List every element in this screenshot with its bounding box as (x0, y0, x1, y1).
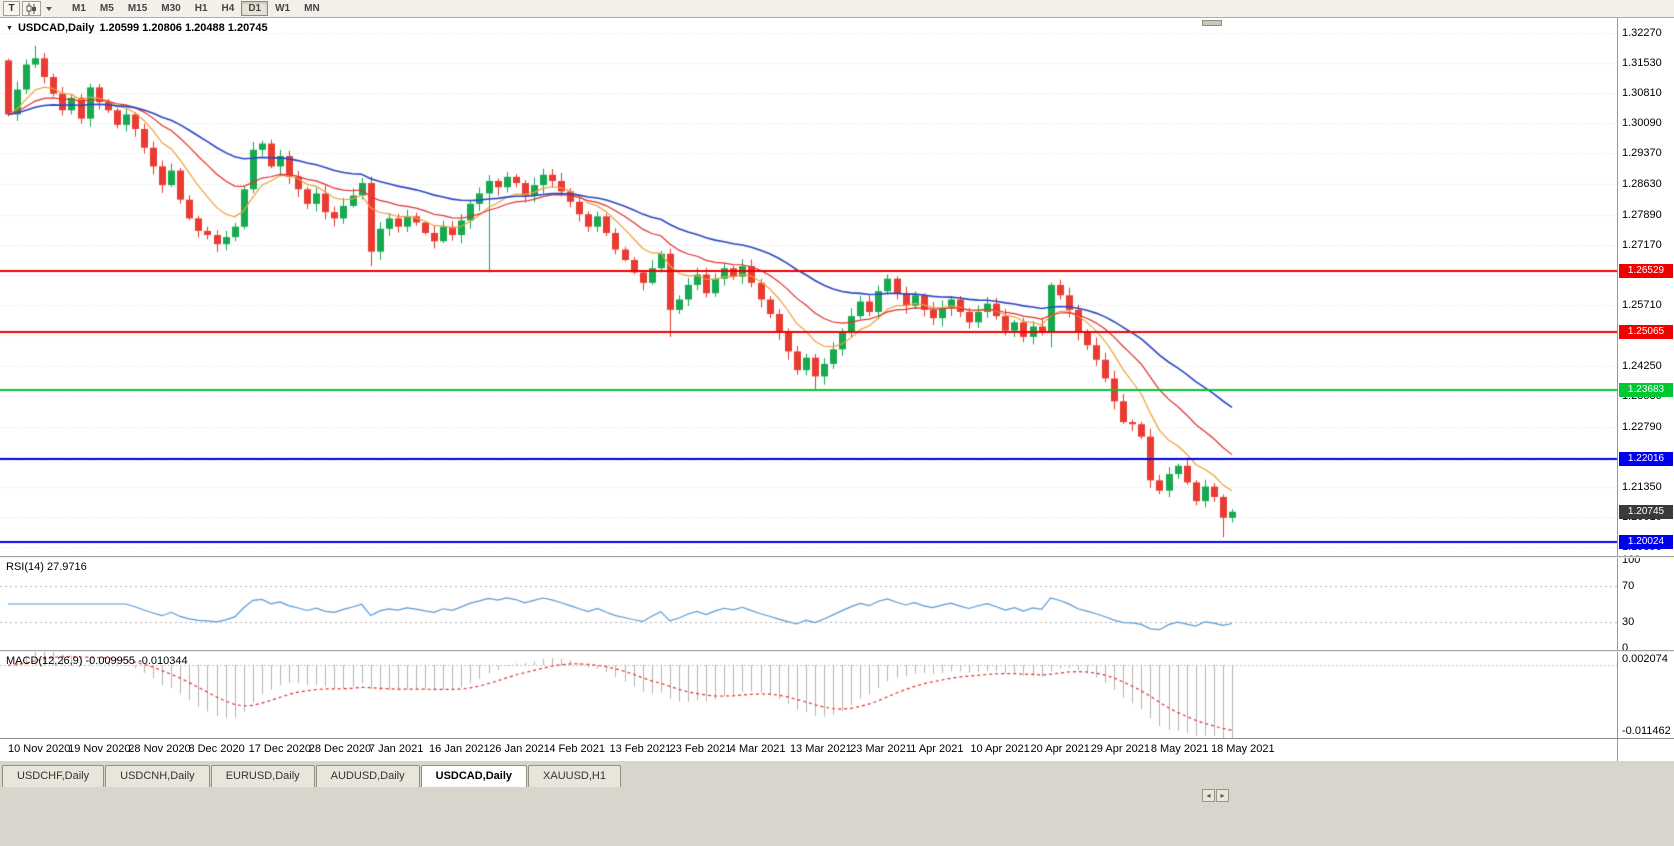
timeframe-w1[interactable]: W1 (268, 1, 297, 16)
timeframe-m5[interactable]: M5 (93, 1, 121, 16)
chart-title-ohlc: ▼ USDCAD,Daily 1.20599 1.20806 1.20488 1… (6, 22, 268, 34)
price-axis-label: 1.32270 (1622, 26, 1662, 39)
timeframe-toolbar: M1 M5 M15 M30 H1 H4 D1 W1 MN (65, 1, 327, 16)
chart-tabs: USDCHF,Daily USDCNH,Daily EURUSD,Daily AUDU… (2, 765, 622, 787)
price-axis[interactable]: 1.32270 1.31530 1.30810 1.30090 1.29370 1.286… (1617, 18, 1674, 761)
rsi-axis-label: 30 (1622, 615, 1635, 628)
date-label: 26 Jan 2021 (489, 743, 550, 755)
rsi-axis-label: 70 (1622, 580, 1635, 593)
timeframe-h4[interactable]: H4 (215, 1, 242, 16)
chart-type-t-button[interactable]: T (3, 1, 20, 16)
price-axis-label: 1.29370 (1622, 147, 1662, 160)
macd-indicator-canvas[interactable] (0, 652, 1617, 738)
chart-symbol-period: USDCAD,Daily (17, 22, 95, 34)
tab-scroll-left-icon[interactable]: ◂ (1202, 789, 1215, 802)
hline-price-tag: 1.26529 (1619, 264, 1673, 279)
price-axis-label: 1.24250 (1622, 359, 1662, 372)
date-label: 16 Jan 2021 (429, 743, 490, 755)
hline-price-tag: 1.23683 (1619, 382, 1673, 397)
macd-axis-label: -0.011462 (1622, 725, 1671, 737)
price-chart-canvas[interactable] (0, 18, 1617, 556)
time-axis-separator (0, 738, 1674, 739)
date-label: 23 Feb 2021 (669, 743, 732, 755)
timeframe-mn[interactable]: MN (297, 1, 327, 16)
chart-style-button[interactable] (22, 1, 41, 16)
date-label: 20 Apr 2021 (1030, 743, 1090, 755)
pane-divider-macd[interactable] (0, 650, 1674, 652)
date-label: 7 Jan 2021 (368, 743, 424, 755)
time-axis[interactable]: 10 Nov 2020 19 Nov 2020 28 Nov 2020 8 Dec 2… (0, 739, 1617, 761)
date-label: 28 Nov 2020 (128, 743, 191, 755)
chart-tabbar: USDCHF,Daily USDCNH,Daily EURUSD,Daily AUDU… (0, 761, 1674, 787)
date-label: 17 Dec 2020 (248, 743, 311, 755)
timeframe-m1[interactable]: M1 (65, 1, 93, 16)
hline-price-tag: 1.20024 (1619, 534, 1673, 549)
date-label: 13 Mar 2021 (789, 743, 852, 755)
top-toolbar: T M1 M5 M15 M30 H1 H4 D1 W1 MN (0, 0, 1674, 18)
date-label: 19 Nov 2020 (68, 743, 131, 755)
macd-name: MACD(12,26,9) (6, 655, 83, 667)
date-label: 8 Dec 2020 (188, 743, 245, 755)
tab-scroll-buttons: ◂ ▸ (1202, 789, 1229, 802)
chart-tab-usdcad[interactable]: USDCAD,Daily (420, 765, 528, 787)
price-axis-label: 1.31530 (1622, 57, 1662, 70)
timeframe-m15[interactable]: M15 (121, 1, 154, 16)
date-label: 18 May 2021 (1211, 743, 1275, 755)
rsi-name: RSI(14) (6, 561, 44, 573)
price-axis-label: 1.25710 (1622, 299, 1662, 312)
macd-axis-label: 0.002074 (1622, 653, 1668, 665)
chart-shift-marker[interactable] (1202, 20, 1222, 26)
timeframe-h1[interactable]: H1 (188, 1, 215, 16)
price-axis-label: 1.30810 (1622, 87, 1662, 100)
date-label: 10 Apr 2021 (970, 743, 1030, 755)
bottom-strip: ◂ ▸ (0, 787, 1674, 846)
chart-tab-eurusd[interactable]: EURUSD,Daily (210, 765, 315, 787)
price-axis-label: 1.27170 (1622, 238, 1662, 251)
date-label: 13 Feb 2021 (609, 743, 672, 755)
hline-price-tag: 1.22016 (1619, 451, 1673, 466)
price-axis-label: 1.28630 (1622, 177, 1662, 190)
current-price-tag: 1.20745 (1619, 504, 1673, 519)
date-label: 23 Mar 2021 (850, 743, 912, 755)
macd-indicator-label: MACD(12,26,9) -0.009955 -0.010344 (6, 655, 188, 667)
chart-tab-xauusd[interactable]: XAUUSD,H1 (528, 765, 621, 787)
price-axis-label: 1.30090 (1622, 117, 1662, 130)
candlestick-style-icon (26, 2, 36, 15)
date-label: 10 Nov 2020 (8, 743, 71, 755)
pane-divider-rsi[interactable] (0, 556, 1674, 558)
chart-tab-usdcnh[interactable]: USDCNH,Daily (105, 765, 210, 787)
rsi-axis-label: 0 (1622, 642, 1629, 654)
date-label: 28 Dec 2020 (308, 743, 372, 755)
chart-ohlc-values: 1.20599 1.20806 1.20488 1.20745 (99, 22, 268, 34)
rsi-value: 27.9716 (46, 561, 87, 573)
macd-values: -0.009955 -0.010344 (85, 655, 188, 667)
price-axis-label: 1.27890 (1622, 208, 1662, 221)
timeframe-m30[interactable]: M30 (154, 1, 187, 16)
rsi-indicator-canvas[interactable] (0, 558, 1617, 650)
hline-price-tag: 1.25065 (1619, 325, 1673, 340)
date-label: 4 Mar 2021 (729, 743, 786, 755)
date-label: 29 Apr 2021 (1090, 743, 1151, 755)
chevron-down-icon (46, 6, 52, 11)
chart-style-dropdown[interactable] (43, 1, 55, 16)
price-axis-label: 1.21350 (1622, 480, 1662, 493)
chart-area: ▼ USDCAD,Daily 1.20599 1.20806 1.20488 1… (0, 18, 1674, 761)
price-axis-label: 1.22790 (1622, 420, 1662, 433)
date-label: 8 May 2021 (1150, 743, 1209, 755)
chart-tab-usdchf[interactable]: USDCHF,Daily (2, 765, 105, 787)
collapse-triangle-icon: ▼ (6, 24, 13, 32)
tab-scroll-right-icon[interactable]: ▸ (1216, 789, 1229, 802)
rsi-indicator-label: RSI(14) 27.9716 (6, 561, 87, 573)
chart-tab-audusd[interactable]: AUDUSD,Daily (315, 765, 420, 787)
date-label: 1 Apr 2021 (910, 743, 964, 755)
date-label: 4 Feb 2021 (549, 743, 605, 755)
timeframe-d1[interactable]: D1 (241, 1, 269, 16)
